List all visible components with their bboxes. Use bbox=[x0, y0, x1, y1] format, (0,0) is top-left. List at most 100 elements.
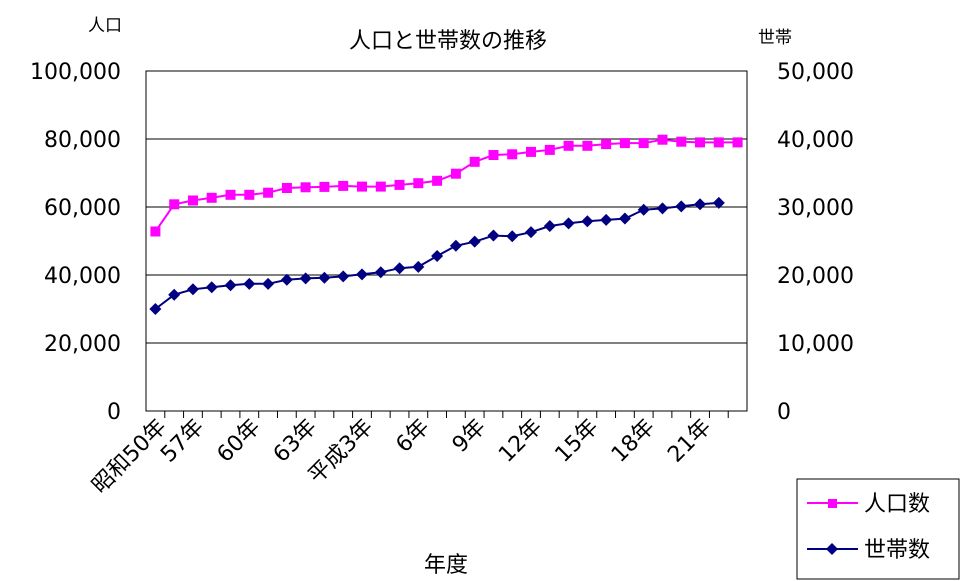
y-left-tick-label: 80,000 bbox=[44, 128, 121, 153]
x-axis-ticks bbox=[164, 411, 729, 418]
data-point bbox=[262, 277, 275, 290]
y-axis-left-label: 人口 bbox=[88, 16, 122, 36]
data-point bbox=[337, 270, 350, 283]
data-point bbox=[375, 181, 386, 192]
data-point bbox=[263, 187, 274, 198]
data-point bbox=[676, 136, 687, 147]
data-point bbox=[149, 303, 162, 315]
data-point bbox=[338, 180, 349, 191]
data-point bbox=[468, 235, 481, 248]
data-point bbox=[695, 137, 705, 148]
data-point bbox=[319, 181, 330, 192]
data-point bbox=[225, 189, 236, 200]
data-point bbox=[318, 271, 331, 284]
series-population bbox=[150, 134, 743, 237]
data-point bbox=[206, 192, 217, 203]
legend-marker-households bbox=[826, 543, 838, 555]
y-axis-left-ticks: 0 20,000 40,000 60,000 80,000 100,000 bbox=[30, 60, 121, 425]
y-left-tick-label: 0 bbox=[107, 400, 121, 425]
data-point bbox=[188, 195, 198, 206]
data-point bbox=[637, 203, 650, 216]
y-axis-right-label: 世帯 bbox=[758, 28, 792, 48]
y-left-tick-label: 60,000 bbox=[44, 196, 121, 221]
plot-area bbox=[146, 71, 747, 411]
data-point bbox=[675, 200, 688, 213]
data-point bbox=[243, 277, 256, 290]
data-point bbox=[224, 279, 237, 292]
y-right-tick-label: 30,000 bbox=[777, 196, 854, 221]
data-point bbox=[506, 230, 519, 243]
data-point bbox=[431, 249, 444, 262]
data-point bbox=[374, 266, 387, 279]
data-point bbox=[656, 202, 669, 215]
y-left-tick-label: 100,000 bbox=[30, 60, 121, 85]
y-right-tick-label: 20,000 bbox=[777, 264, 854, 289]
data-point bbox=[449, 239, 462, 252]
data-point bbox=[300, 182, 311, 193]
data-point bbox=[526, 146, 536, 157]
data-point bbox=[168, 288, 181, 301]
data-point bbox=[280, 273, 293, 286]
data-point bbox=[507, 149, 518, 160]
legend-marker-population bbox=[828, 499, 837, 508]
data-point bbox=[432, 175, 443, 186]
data-point bbox=[544, 144, 555, 155]
series-households bbox=[149, 196, 725, 315]
series-layer bbox=[149, 134, 743, 315]
data-point bbox=[694, 198, 707, 211]
data-point bbox=[169, 199, 180, 210]
x-tick-label: 18年 bbox=[607, 415, 660, 468]
data-point bbox=[600, 213, 613, 226]
data-point bbox=[712, 196, 725, 209]
data-point bbox=[525, 226, 538, 239]
y-left-tick-label: 20,000 bbox=[44, 332, 121, 357]
data-point bbox=[618, 212, 631, 225]
data-point bbox=[394, 179, 405, 190]
x-tick-label: 63年 bbox=[269, 415, 322, 468]
data-point bbox=[281, 183, 292, 193]
y-right-tick-label: 40,000 bbox=[777, 128, 854, 153]
data-point bbox=[563, 140, 574, 151]
data-point bbox=[413, 178, 424, 189]
data-point bbox=[355, 268, 368, 281]
data-point bbox=[487, 229, 500, 242]
legend-box bbox=[796, 478, 960, 580]
data-point bbox=[186, 283, 199, 296]
x-tick-label: 12年 bbox=[494, 415, 547, 468]
y-right-tick-label: 0 bbox=[777, 400, 791, 425]
data-point bbox=[657, 134, 668, 145]
data-point bbox=[543, 220, 556, 233]
data-point bbox=[638, 138, 649, 149]
data-point bbox=[619, 138, 630, 149]
y-axis-right-ticks: 0 10,000 20,000 30,000 40,000 50,000 bbox=[777, 60, 854, 425]
x-tick-label: 21年 bbox=[663, 415, 716, 468]
y-left-tick-label: 40,000 bbox=[44, 264, 121, 289]
x-tick-label: 昭和50年 bbox=[87, 415, 171, 499]
data-point bbox=[601, 139, 612, 150]
x-tick-label: 57年 bbox=[156, 415, 209, 468]
y-right-tick-label: 10,000 bbox=[777, 332, 854, 357]
data-point bbox=[244, 189, 255, 200]
data-point bbox=[713, 137, 724, 148]
chart-title: 人口と世帯数の推移 bbox=[349, 29, 547, 54]
legend-label-population: 人口数 bbox=[864, 492, 930, 517]
data-point bbox=[450, 168, 461, 179]
data-point bbox=[562, 217, 575, 230]
x-tick-label: 9年 bbox=[448, 415, 491, 458]
data-point bbox=[582, 140, 593, 151]
data-point bbox=[412, 260, 425, 273]
data-point bbox=[469, 156, 480, 167]
data-point bbox=[488, 150, 499, 160]
x-axis-label: 年度 bbox=[424, 553, 468, 578]
data-point bbox=[299, 272, 312, 285]
x-tick-label: 60年 bbox=[213, 415, 266, 468]
data-point bbox=[357, 181, 367, 192]
y-right-tick-label: 50,000 bbox=[777, 60, 854, 85]
x-tick-label: 6年 bbox=[391, 415, 434, 458]
data-point bbox=[393, 262, 406, 275]
legend-label-households: 世帯数 bbox=[864, 538, 930, 563]
x-tick-label: 15年 bbox=[551, 415, 604, 468]
data-point bbox=[732, 137, 743, 148]
